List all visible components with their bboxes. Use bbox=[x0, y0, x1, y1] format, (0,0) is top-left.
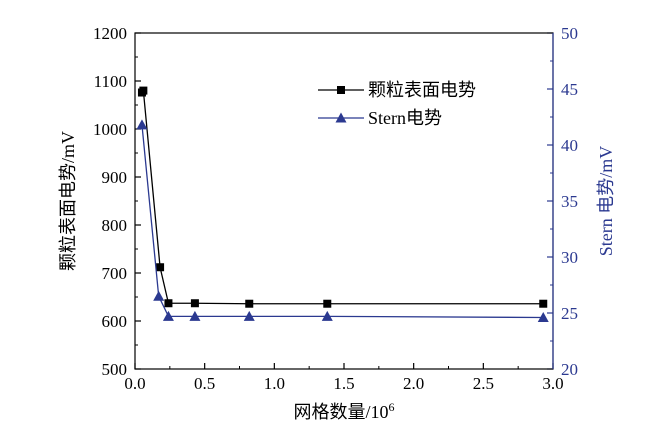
y-right-tick-label: 30 bbox=[561, 248, 578, 267]
data-point-square bbox=[190, 299, 199, 308]
data-point-triangle bbox=[189, 310, 201, 321]
series-layer bbox=[136, 86, 549, 322]
data-point-square bbox=[539, 299, 548, 308]
x-tick-label: 0.5 bbox=[194, 374, 215, 393]
x-tick-label: 0.0 bbox=[124, 374, 145, 393]
x-tick-label: 2.5 bbox=[473, 374, 494, 393]
data-point-square bbox=[323, 299, 332, 308]
y-right-tick-label: 35 bbox=[561, 192, 578, 211]
y-right-axis-title: Stern 电势/mV bbox=[596, 146, 616, 257]
legend-marker-1 bbox=[335, 112, 347, 123]
legend-marker-0 bbox=[337, 86, 345, 94]
x-axis-title-main: 网格数量/10 bbox=[293, 402, 388, 422]
y-left-tick-label: 700 bbox=[102, 264, 128, 283]
y-left-tick-label: 500 bbox=[102, 360, 128, 379]
y-left-tick-label: 1100 bbox=[94, 72, 127, 91]
legend-label-0: 颗粒表面电势 bbox=[368, 80, 476, 100]
y-right-tick-label: 20 bbox=[561, 360, 578, 379]
data-point-triangle bbox=[162, 310, 174, 321]
ticks-layer: 0.0 0.5 1.0 1.5 2.0 2.5 3.0 500 600 700 800 900 1000… bbox=[93, 24, 578, 393]
series-line-0 bbox=[141, 88, 544, 305]
y-left-axis-title: 颗粒表面电势/mV bbox=[58, 131, 78, 271]
y-left-tick-label: 900 bbox=[102, 168, 128, 187]
y-left-tick-label: 1200 bbox=[93, 24, 127, 43]
y-right-tick-label: 45 bbox=[561, 80, 578, 99]
x-tick-label: 2.0 bbox=[403, 374, 424, 393]
data-point-triangle bbox=[243, 310, 255, 321]
data-point-square bbox=[139, 86, 148, 95]
data-point-triangle bbox=[153, 290, 165, 301]
legend: 颗粒表面电势 Stern电势 bbox=[318, 80, 476, 128]
x-axis-title-exponent: 6 bbox=[389, 400, 395, 414]
data-point-triangle bbox=[537, 311, 549, 322]
x-tick-label: 1.0 bbox=[264, 374, 285, 393]
y-right-tick-label: 50 bbox=[561, 24, 578, 43]
y-right-tick-label: 25 bbox=[561, 304, 578, 323]
data-point-square bbox=[156, 263, 165, 272]
data-point-triangle bbox=[321, 310, 333, 321]
x-tick-label: 3.0 bbox=[542, 374, 563, 393]
data-point-square bbox=[245, 299, 254, 308]
data-point-square bbox=[164, 299, 173, 308]
legend-label-1: Stern电势 bbox=[368, 108, 442, 128]
y-left-tick-label: 600 bbox=[102, 312, 128, 331]
series-line-1 bbox=[141, 124, 544, 319]
y-left-tick-label: 1000 bbox=[93, 120, 127, 139]
y-right-tick-label: 40 bbox=[561, 136, 578, 155]
y-left-tick-label: 800 bbox=[102, 216, 128, 235]
x-tick-label: 1.5 bbox=[333, 374, 354, 393]
x-axis-title: 网格数量/106 bbox=[293, 400, 394, 422]
data-point-triangle bbox=[136, 119, 148, 130]
